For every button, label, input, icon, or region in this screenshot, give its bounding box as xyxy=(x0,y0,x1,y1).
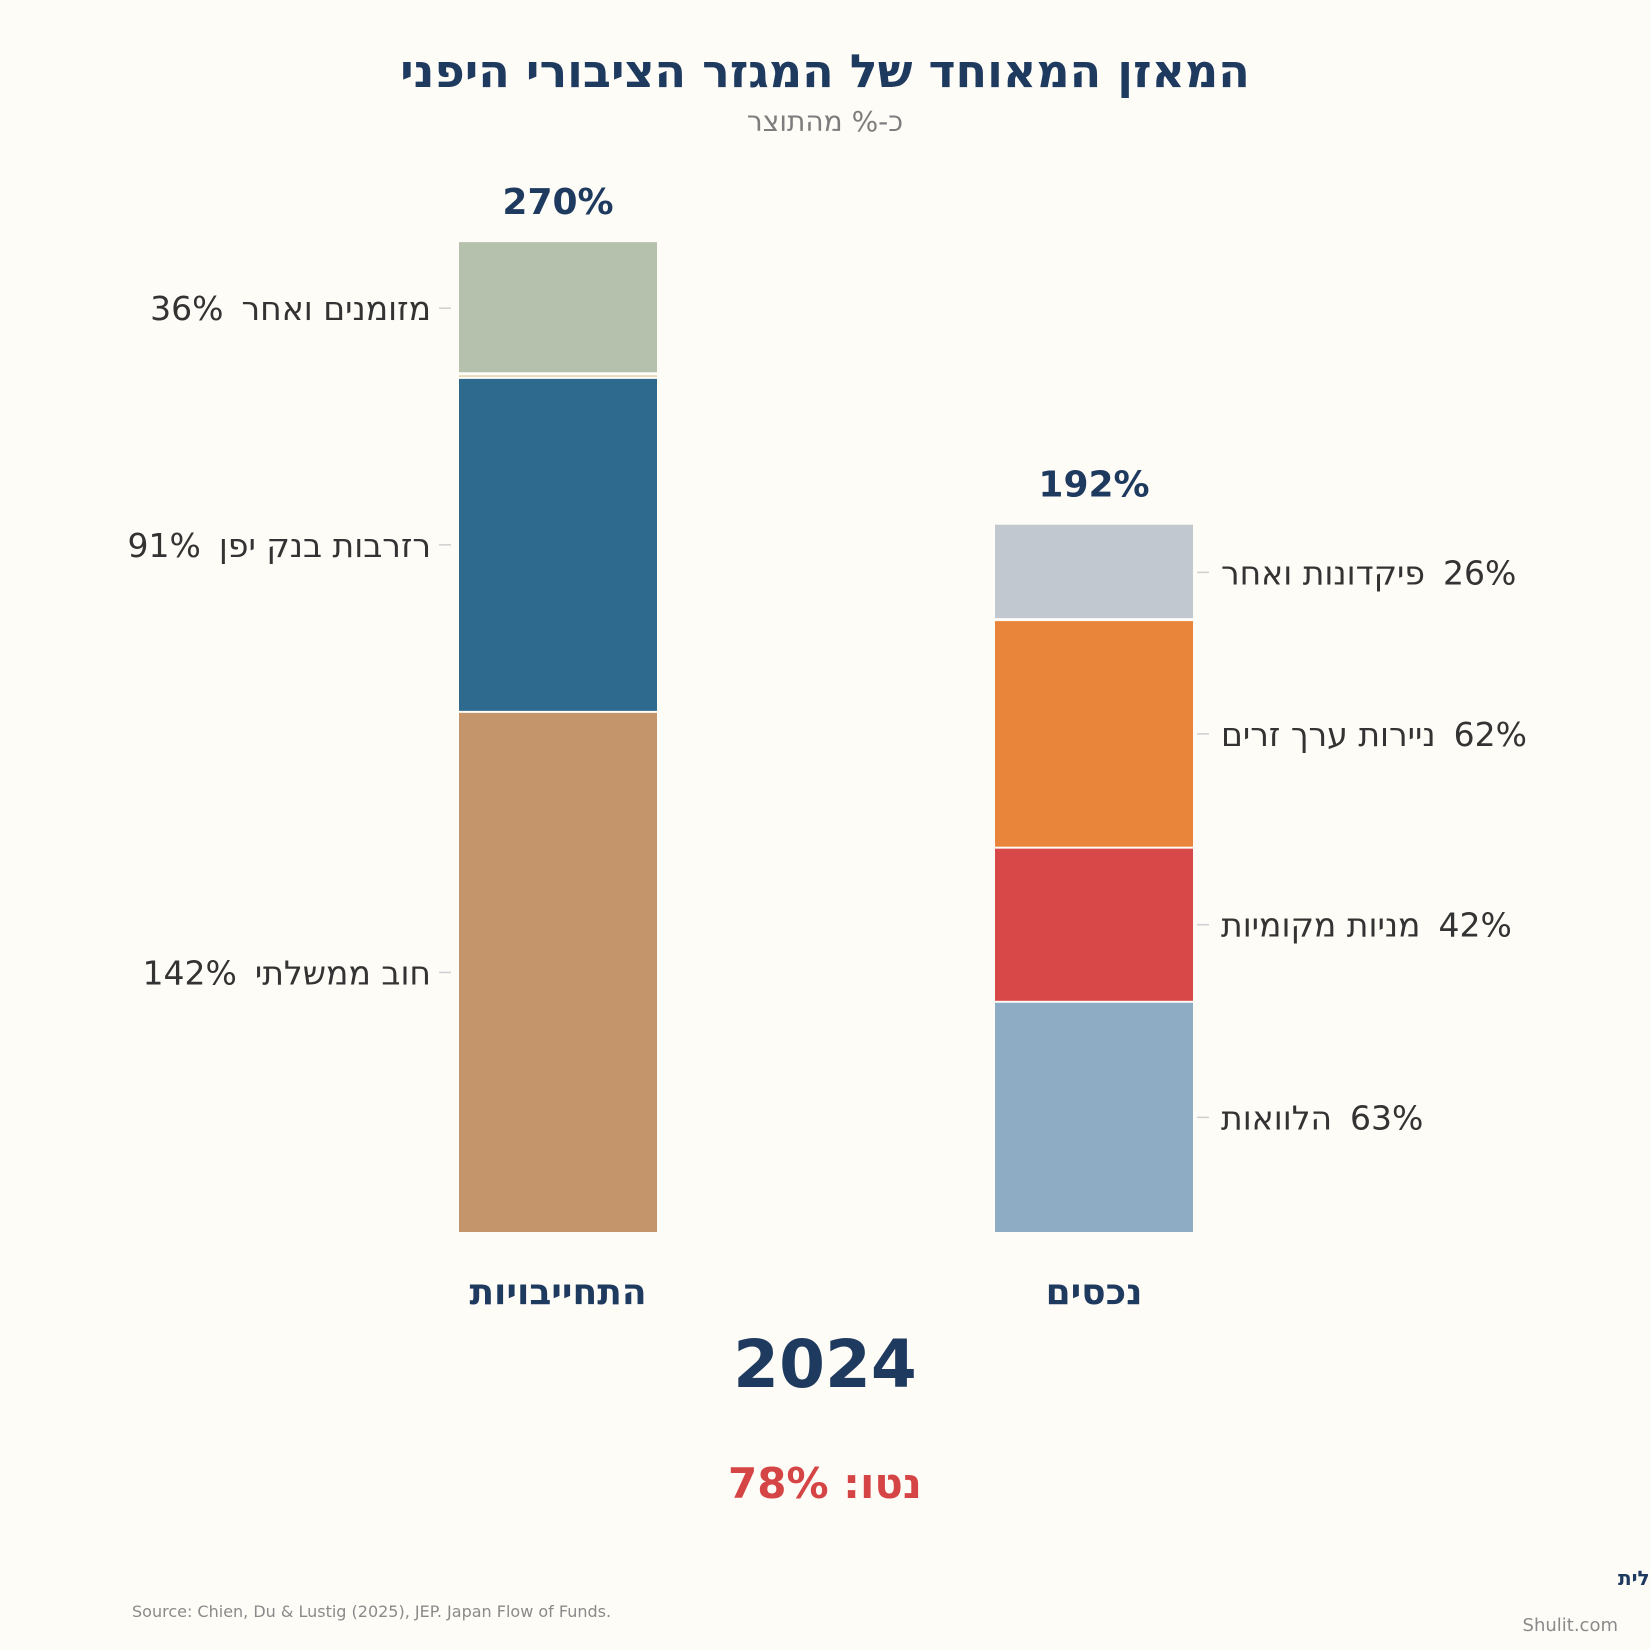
column-total-label: 270% xyxy=(502,182,613,223)
bar-segment xyxy=(459,712,657,1232)
chart-title: המאזן המאוחד של המגזר הציבורי היפני xyxy=(400,44,1250,98)
segment-value-label: 36% xyxy=(150,289,223,328)
segment-name-label: רזרבות בנק יפן xyxy=(219,526,431,565)
segment-name-label: ניירות ערך זרים xyxy=(1221,715,1436,754)
bar-segment xyxy=(459,378,657,711)
bar-segment xyxy=(459,242,657,373)
segment-name-label: מזומנים ואחר xyxy=(242,289,431,328)
segment-value-label: 142% xyxy=(143,953,237,992)
source-note: Source: Chien, Du & Lustig (2025), JEP. … xyxy=(132,1602,611,1621)
bar-segment xyxy=(995,524,1193,619)
bar-segment xyxy=(995,1002,1193,1232)
brand-name: תועלת שולית xyxy=(1618,1566,1650,1590)
bar-segment xyxy=(459,375,657,377)
segment-name-label: הלוואות xyxy=(1221,1098,1332,1137)
segment-name-label: פיקדונות ואחר xyxy=(1221,553,1425,592)
column-category-label: נכסים xyxy=(1046,1272,1143,1313)
site-url: Shulit.com xyxy=(1523,1615,1618,1636)
segment-name-label: מניות מקומיות xyxy=(1221,906,1420,945)
bars-group: חוב ממשלתי 142% רזרבות בנק יפן 91% מזומנים ו… xyxy=(128,182,1527,1313)
segment-name-label: חוב ממשלתי xyxy=(255,953,431,992)
segment-value-label: 26% xyxy=(1443,553,1516,592)
bar-segment xyxy=(995,621,1193,847)
net-label: נטו: 78% xyxy=(728,1459,922,1508)
year-label: 2024 xyxy=(733,1326,917,1403)
segment-value-label: 42% xyxy=(1438,906,1511,945)
segment-value-label: 91% xyxy=(128,526,201,565)
segment-value-label: 63% xyxy=(1350,1098,1423,1137)
bar-segment xyxy=(995,848,1193,1001)
chart-subtitle: כ-% מהתוצר xyxy=(747,105,903,138)
segment-value-label: 62% xyxy=(1454,715,1527,754)
column-category-label: התחייבויות xyxy=(469,1272,646,1313)
column-total-label: 192% xyxy=(1038,465,1149,506)
